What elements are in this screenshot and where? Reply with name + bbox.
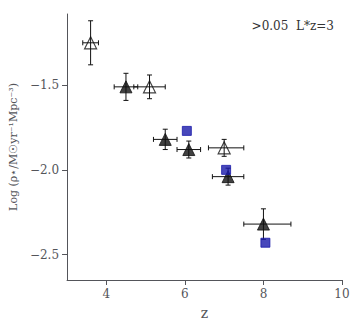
- svg-text:−1.5: −1.5: [30, 78, 59, 92]
- svg-text:−2.5: −2.5: [30, 248, 59, 262]
- svg-text:z: z: [201, 305, 208, 321]
- svg-text:4: 4: [102, 287, 110, 301]
- svg-text:>0.05 L*z=3: >0.05 L*z=3: [252, 19, 334, 33]
- svg-text:Log (ρ⋆/M☉yr⁻¹Mpc⁻³): Log (ρ⋆/M☉yr⁻¹Mpc⁻³): [7, 83, 20, 211]
- svg-text:6: 6: [181, 287, 189, 301]
- svg-text:8: 8: [260, 287, 268, 301]
- svg-text:−2.0: −2.0: [30, 163, 59, 177]
- svg-text:10: 10: [334, 287, 349, 301]
